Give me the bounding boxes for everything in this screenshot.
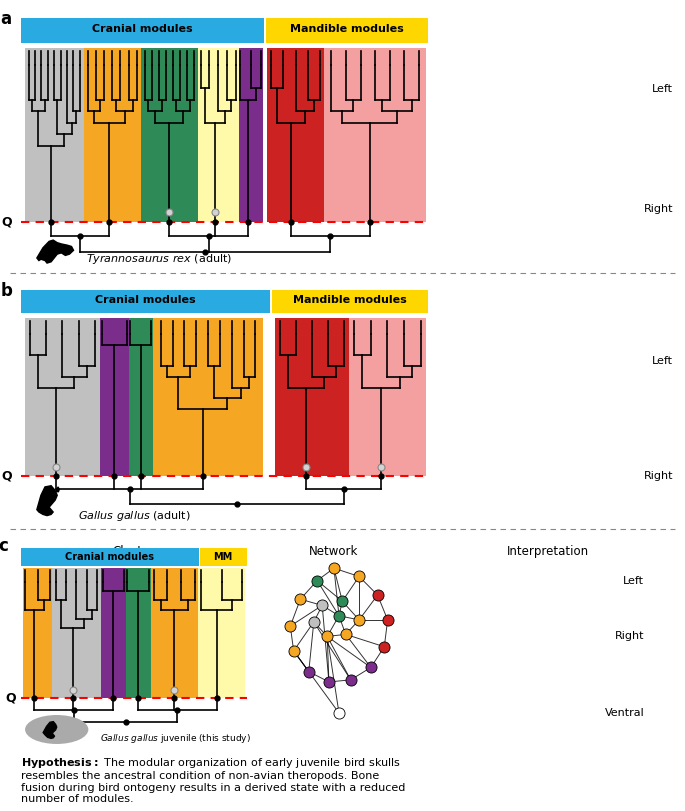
Text: Mandible modules: Mandible modules xyxy=(290,24,404,34)
Bar xyxy=(275,318,349,476)
Polygon shape xyxy=(56,487,60,491)
Bar xyxy=(100,318,129,476)
Text: Q: Q xyxy=(5,692,16,705)
Bar xyxy=(129,318,153,476)
Bar xyxy=(198,49,238,222)
Bar xyxy=(153,318,263,476)
Bar xyxy=(21,18,264,43)
Polygon shape xyxy=(43,722,57,738)
Text: Network: Network xyxy=(309,546,359,559)
Text: Cranial modules: Cranial modules xyxy=(65,551,154,562)
Text: c: c xyxy=(0,537,8,556)
Bar xyxy=(125,569,151,698)
Bar xyxy=(23,569,52,698)
Polygon shape xyxy=(37,240,73,263)
Text: $\it{Gallus\ gallus}$ (adult): $\it{Gallus\ gallus}$ (adult) xyxy=(77,508,190,522)
Text: Right: Right xyxy=(644,204,673,214)
Bar xyxy=(273,290,428,313)
Bar xyxy=(101,569,125,698)
Bar xyxy=(25,318,100,476)
Text: Cranial modules: Cranial modules xyxy=(92,24,192,34)
Text: Cluster: Cluster xyxy=(112,546,155,559)
Bar xyxy=(267,49,324,222)
Bar xyxy=(199,547,247,566)
Text: Right: Right xyxy=(644,471,673,481)
Text: Cranial modules: Cranial modules xyxy=(95,295,196,305)
Text: Right: Right xyxy=(615,632,645,642)
Bar xyxy=(238,49,263,222)
Text: Mandible modules: Mandible modules xyxy=(293,295,407,305)
Bar xyxy=(151,569,198,698)
Text: Left: Left xyxy=(623,576,645,586)
Text: Left: Left xyxy=(652,84,673,94)
Text: Ventral: Ventral xyxy=(605,708,645,718)
Text: a: a xyxy=(0,11,11,28)
Bar xyxy=(324,49,426,222)
Text: Interpretation: Interpretation xyxy=(507,546,589,559)
Bar xyxy=(21,290,270,313)
Text: $\it{Tyrannosaurus\ rex}$ (adult): $\it{Tyrannosaurus\ rex}$ (adult) xyxy=(86,252,232,266)
Text: MM: MM xyxy=(214,551,233,562)
Bar xyxy=(25,49,84,222)
Bar xyxy=(198,569,245,698)
Bar xyxy=(349,318,426,476)
Bar xyxy=(266,18,428,43)
Text: $\it{Gallus\ gallus}$ juvenile (this study): $\it{Gallus\ gallus}$ juvenile (this stu… xyxy=(99,732,251,745)
Text: Q: Q xyxy=(2,216,12,229)
Text: Left: Left xyxy=(652,356,673,367)
Text: $\bf{Hypothesis:}$ The modular organization of early juvenile bird skulls
resemb: $\bf{Hypothesis:}$ The modular organizat… xyxy=(21,756,405,805)
Bar xyxy=(52,569,101,698)
Ellipse shape xyxy=(25,715,88,744)
Bar xyxy=(141,49,198,222)
Polygon shape xyxy=(37,486,58,516)
Text: Q: Q xyxy=(2,470,12,483)
Text: b: b xyxy=(0,282,12,300)
Bar xyxy=(84,49,141,222)
Bar xyxy=(21,547,199,566)
